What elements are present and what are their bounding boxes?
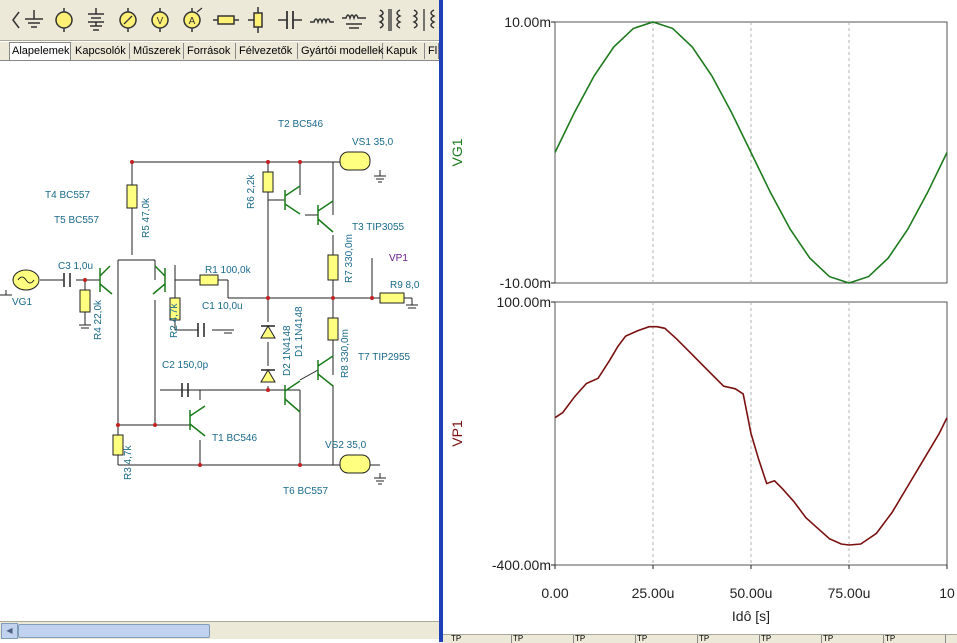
label-r8: R8 330,0m: [340, 329, 351, 378]
window-tab[interactable]: TP: [699, 635, 760, 643]
tab-label: Gyártói modellek: [301, 45, 384, 57]
horizontal-scrollbar[interactable]: ◀: [0, 621, 439, 639]
tab-label: Források: [187, 45, 231, 57]
window-tab[interactable]: TP: [761, 635, 822, 643]
battery-ground-icon[interactable]: [82, 6, 110, 34]
toolbar-scroll-left-button[interactable]: [2, 6, 20, 34]
svg-text:A: A: [189, 16, 196, 27]
label-c2: C2 150,0p: [162, 360, 209, 371]
resistor-icon[interactable]: [212, 6, 240, 34]
component-category-tabs: Alapelemek Kapcsolók Műszerek Források F…: [0, 42, 439, 61]
x-tick-label: 50.00u: [730, 585, 773, 601]
y-tick-label: 10.00m: [504, 14, 551, 30]
ammeter-icon[interactable]: A: [178, 6, 206, 34]
transformer-icon[interactable]: [376, 6, 404, 34]
voltmeter-icon[interactable]: [114, 6, 142, 34]
tab-label: Kapcsolók: [75, 45, 126, 57]
x-tick-label: 25.00u: [632, 585, 675, 601]
label-vp1: VP1: [389, 253, 408, 264]
transient-analysis-charts: 10.00m -10.00m VG1 100.00m -400.00m VP1 0.00 25…: [449, 14, 955, 624]
y-tick-label: -400.00m: [492, 557, 551, 573]
label-r5: R5 47,0k: [141, 197, 152, 238]
oscilloscope-pane: 10.00m -10.00m VG1 100.00m -400.00m VP1 0.00 25…: [443, 0, 957, 642]
window-tabs-bar: TP TP TP TP TP TP TP TP: [443, 634, 957, 643]
window-tab[interactable]: TP: [451, 635, 512, 643]
scroll-left-arrow-icon[interactable]: ◀: [1, 623, 18, 639]
window-tab[interactable]: TP: [823, 635, 884, 643]
label-t4: T4 BC557: [45, 190, 90, 201]
tab-gyartoi-modellek[interactable]: Gyártói modellek: [299, 43, 384, 59]
tab-more[interactable]: Fl: [426, 43, 439, 59]
label-c1: C1 10,0u: [202, 301, 243, 312]
label-t1: T1 BC546: [212, 433, 257, 444]
tab-label: Kapuk: [386, 45, 418, 57]
ground-inductor-icon[interactable]: [340, 6, 368, 34]
window-tab[interactable]: TP: [575, 635, 636, 643]
label-r3: R3 4,7k: [123, 445, 134, 480]
tab-label: Fl: [428, 45, 438, 57]
x-axis-label: Idô [s]: [732, 608, 770, 624]
label-d2: D2 1N4148: [282, 325, 293, 376]
label-r2: R2 4,7k: [169, 303, 180, 338]
y-axis-label: VP1: [449, 420, 465, 447]
label-t5: T5 BC557: [54, 215, 99, 226]
voltage-pin-icon[interactable]: V: [146, 6, 174, 34]
y-tick-label: -10.00m: [500, 275, 551, 291]
label-vs2: VS2 35,0: [325, 440, 367, 451]
tab-label: Műszerek: [133, 45, 181, 57]
voltage-probe-icon[interactable]: [50, 6, 78, 34]
capacitor-icon[interactable]: [276, 6, 304, 34]
y-axis-label: VG1: [449, 138, 465, 166]
svg-text:V: V: [157, 16, 164, 27]
tab-alapelemek[interactable]: Alapelemek: [9, 42, 71, 60]
transformer-dual-icon[interactable]: [410, 6, 438, 34]
pane-splitter[interactable]: [439, 0, 443, 642]
tab-label: Alapelemek: [12, 45, 70, 57]
schematic-editor-pane: V A Alapelemek Kapcsolók Műszerek For: [0, 0, 439, 642]
label-t3: T3 TIP3055: [352, 222, 405, 233]
series-line-vp1: [554, 325, 948, 546]
x-tick-label: 75.00u: [828, 585, 871, 601]
label-r6: R6 2,2k: [246, 174, 257, 209]
label-t7: T7 TIP2955: [358, 352, 411, 363]
circuit-schematic: T2 BC546 VS1 35,0 T4 BC557 T5 BC557 R6 2…: [0, 119, 420, 497]
series-line-vg1: [554, 21, 948, 284]
tab-label: Félvezetők: [239, 45, 293, 57]
label-r4: R4 22,0k: [93, 299, 104, 340]
label-r7: R7 330,0m: [344, 234, 355, 283]
tab-forrasok[interactable]: Források: [185, 43, 236, 59]
label-c3: C3 1,0u: [58, 261, 93, 272]
y-tick-label: 100.00m: [497, 294, 551, 310]
component-toolbar: V A: [0, 0, 439, 41]
window-tab[interactable]: TP: [513, 635, 574, 643]
tab-felvezetok[interactable]: Félvezetők: [237, 43, 298, 59]
x-tick-label: 0.00: [541, 585, 568, 601]
label-vg1: VG1: [12, 297, 32, 308]
label-vs1: VS1 35,0: [352, 137, 394, 148]
window-tab[interactable]: TP: [885, 635, 946, 643]
label-t2: T2 BC546: [278, 119, 323, 130]
tab-kapuk[interactable]: Kapuk: [384, 43, 425, 59]
x-tick-label: 10: [939, 585, 955, 601]
label-r9: R9 8,0: [390, 280, 420, 291]
label-t6: T6 BC557: [283, 486, 328, 497]
label-d1: D1 1N4148: [294, 306, 305, 357]
label-r1: R1 100,0k: [205, 265, 252, 276]
inductor-icon[interactable]: [308, 6, 336, 34]
tab-kapcsolok[interactable]: Kapcsolók: [73, 43, 130, 59]
potentiometer-icon[interactable]: [244, 6, 272, 34]
ground-icon[interactable]: [20, 6, 48, 34]
scrollbar-thumb[interactable]: [18, 624, 210, 638]
window-tab[interactable]: TP: [637, 635, 698, 643]
tab-muszerek[interactable]: Műszerek: [131, 43, 184, 59]
